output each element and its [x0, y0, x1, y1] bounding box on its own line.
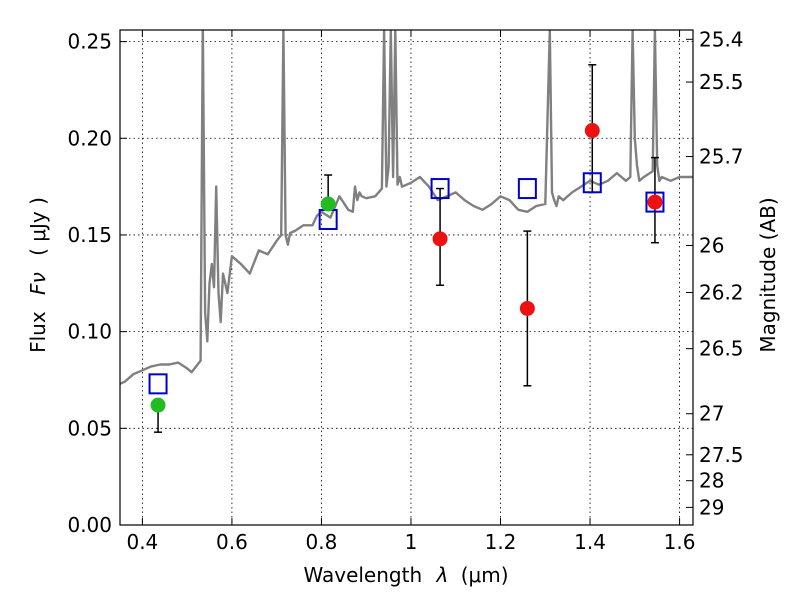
model-square-marker	[582, 172, 602, 194]
x-axis-label-unit: (μm)	[461, 563, 509, 587]
x-tick-label: 0.8	[306, 530, 338, 554]
x-tick-label: 1	[405, 530, 418, 554]
y-axis-label-text: Flux	[26, 311, 50, 353]
x-tick-label: 0.4	[126, 530, 158, 554]
y-axis-label: Flux Fν ( μJy )	[26, 197, 50, 353]
y-tick-label: 0.10	[67, 320, 112, 344]
y-axis-label-unit: ( μJy )	[26, 197, 50, 256]
y-tick-label: 0.05	[67, 416, 112, 440]
axis-ticks: 0.4 0.6 0.8 1 1.2 1.4 1.6 0.00 0.05 0.10 0.15 0.20 0…	[67, 27, 743, 554]
y2-axis-label: Magnitude (AB)	[756, 197, 780, 352]
x-axis-label-text: Wavelength	[303, 563, 422, 587]
red-data-point	[647, 194, 663, 210]
model-square-marker	[517, 178, 537, 200]
spectrum-line	[120, 30, 693, 385]
plot-content	[120, 30, 693, 433]
y2-tick-label: 29	[699, 495, 724, 519]
red-data-point	[432, 231, 448, 247]
y2-tick-label: 27	[699, 402, 724, 426]
y2-tick-label: 25.5	[699, 70, 744, 94]
y2-tick-label: 27.5	[699, 443, 744, 467]
x-tick-label: 0.6	[216, 530, 248, 554]
y2-tick-label: 25.7	[699, 145, 744, 169]
y-tick-label: 0.00	[67, 513, 112, 537]
x-tick-label: 1.4	[574, 530, 606, 554]
y2-tick-label: 26	[699, 234, 724, 258]
x-tick-label: 1.6	[664, 530, 696, 554]
y-tick-label: 0.15	[67, 223, 112, 247]
y2-tick-label: 25.4	[699, 27, 744, 51]
red-data-point	[584, 123, 600, 139]
red-data-point	[519, 300, 535, 316]
green-data-point	[150, 397, 166, 413]
y2-tick-label: 26.5	[699, 337, 744, 361]
plot-frame	[119, 29, 694, 526]
green-data-point	[320, 196, 336, 212]
x-axis-label-symbol: λ	[436, 563, 449, 587]
model-square-marker	[430, 178, 450, 200]
y-axis-label-symbol: Fν	[26, 272, 50, 295]
y-tick-label: 0.20	[67, 126, 112, 150]
y2-tick-label: 28	[699, 469, 724, 493]
y2-tick-label: 26.2	[699, 281, 744, 305]
model-square-marker	[645, 191, 665, 213]
x-tick-label: 1.2	[485, 530, 517, 554]
model-square-marker	[148, 373, 168, 395]
y-tick-label: 0.25	[67, 30, 112, 54]
x-axis-label: Wavelength λ (μm)	[303, 563, 508, 587]
